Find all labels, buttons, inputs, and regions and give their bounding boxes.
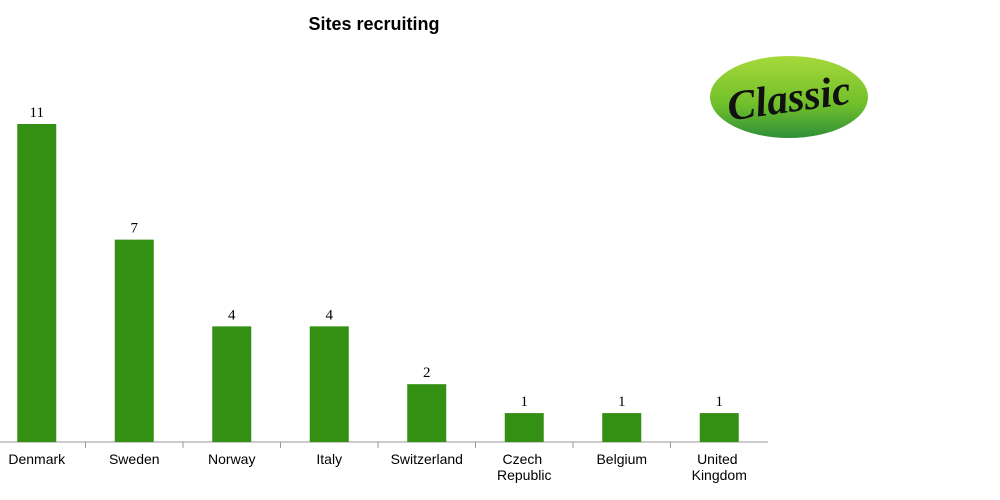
value-label: 1 bbox=[618, 394, 626, 410]
logo-badge bbox=[710, 56, 868, 138]
bar bbox=[309, 326, 349, 442]
value-label: 2 bbox=[423, 365, 431, 381]
bar bbox=[17, 124, 57, 442]
bar bbox=[114, 239, 154, 442]
bar bbox=[699, 413, 739, 442]
x-tick-label: Sweden bbox=[109, 451, 160, 467]
bar bbox=[602, 413, 642, 442]
chart-title: Sites recruiting bbox=[308, 14, 439, 34]
value-label: 4 bbox=[326, 307, 334, 323]
x-tick-label: Italy bbox=[316, 451, 342, 467]
value-label: 1 bbox=[716, 394, 724, 410]
logo: Classic bbox=[710, 56, 868, 138]
value-label: 11 bbox=[30, 105, 44, 121]
value-label: 4 bbox=[228, 307, 236, 323]
x-tick-label: Norway bbox=[208, 451, 255, 467]
value-label: 7 bbox=[131, 221, 139, 237]
x-tick-label: Czech Republic bbox=[497, 451, 551, 483]
bar bbox=[407, 384, 447, 442]
x-tick-label: Belgium bbox=[596, 451, 647, 467]
bar bbox=[504, 413, 544, 442]
x-tick-label: United Kingdom bbox=[692, 451, 747, 483]
value-label: 1 bbox=[521, 394, 529, 410]
x-tick-label: Switzerland bbox=[391, 451, 463, 467]
x-tick-label: Denmark bbox=[8, 451, 66, 467]
bar bbox=[212, 326, 252, 442]
